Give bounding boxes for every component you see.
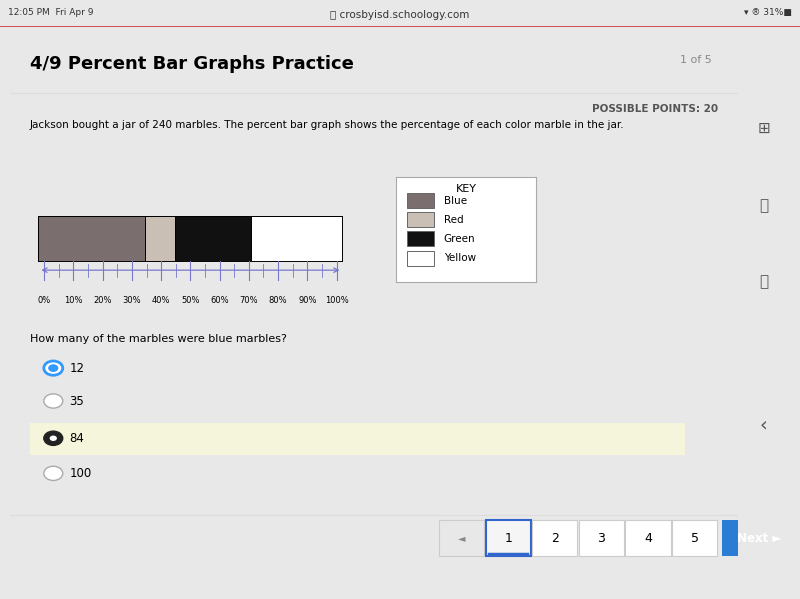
Bar bbox=[407, 251, 434, 266]
Text: Jackson bought a jar of 240 marbles. The percent bar graph shows the percentage : Jackson bought a jar of 240 marbles. The… bbox=[30, 120, 625, 131]
Bar bbox=[532, 521, 578, 556]
Text: 80%: 80% bbox=[269, 296, 287, 305]
Text: ⤢: ⤢ bbox=[759, 274, 768, 289]
Text: 5: 5 bbox=[690, 532, 698, 545]
Text: 20%: 20% bbox=[94, 296, 112, 305]
Bar bbox=[175, 216, 251, 261]
Bar bbox=[439, 521, 484, 556]
Text: 0%: 0% bbox=[38, 296, 51, 305]
Text: 84: 84 bbox=[70, 432, 84, 445]
Bar bbox=[30, 423, 685, 455]
Text: 3: 3 bbox=[598, 532, 606, 545]
Text: POSSIBLE POINTS: 20: POSSIBLE POINTS: 20 bbox=[592, 104, 718, 114]
Text: 1 of 5: 1 of 5 bbox=[680, 55, 712, 65]
Text: 10%: 10% bbox=[64, 296, 82, 305]
Bar bbox=[722, 521, 797, 556]
Text: 4: 4 bbox=[644, 532, 652, 545]
Circle shape bbox=[44, 431, 62, 446]
Text: 90%: 90% bbox=[298, 296, 317, 305]
Text: ‹: ‹ bbox=[760, 415, 767, 434]
Bar bbox=[145, 216, 175, 261]
Text: 30%: 30% bbox=[122, 296, 142, 305]
Circle shape bbox=[48, 364, 58, 372]
Text: Next ►: Next ► bbox=[738, 532, 782, 545]
Bar bbox=[38, 216, 145, 261]
Bar bbox=[672, 521, 718, 556]
Bar bbox=[579, 521, 624, 556]
Text: ◄: ◄ bbox=[458, 533, 466, 543]
Bar bbox=[251, 216, 342, 261]
Text: 1: 1 bbox=[504, 532, 512, 545]
Text: ▾ ® 31%■: ▾ ® 31%■ bbox=[744, 8, 792, 17]
Text: ⓘ: ⓘ bbox=[759, 198, 768, 213]
Text: Blue: Blue bbox=[443, 196, 466, 206]
Bar bbox=[407, 231, 434, 246]
Text: 12:05 PM  Fri Apr 9: 12:05 PM Fri Apr 9 bbox=[8, 8, 94, 17]
Text: How many of the marbles were blue marbles?: How many of the marbles were blue marble… bbox=[30, 334, 287, 344]
Text: KEY: KEY bbox=[455, 184, 477, 194]
Bar bbox=[407, 212, 434, 227]
Text: 40%: 40% bbox=[152, 296, 170, 305]
Text: 60%: 60% bbox=[210, 296, 229, 305]
Text: ⊞: ⊞ bbox=[758, 121, 770, 136]
Text: 70%: 70% bbox=[239, 296, 258, 305]
Circle shape bbox=[50, 435, 57, 441]
Text: 🔒 crosbyisd.schoology.com: 🔒 crosbyisd.schoology.com bbox=[330, 10, 470, 20]
Text: 35: 35 bbox=[70, 395, 84, 407]
Circle shape bbox=[44, 466, 62, 480]
Bar bbox=[486, 521, 531, 556]
Text: 100%: 100% bbox=[325, 296, 349, 305]
Text: 50%: 50% bbox=[181, 296, 200, 305]
Text: 4/9 Percent Bar Graphs Practice: 4/9 Percent Bar Graphs Practice bbox=[30, 55, 354, 72]
Text: Green: Green bbox=[443, 234, 475, 244]
Text: Yellow: Yellow bbox=[443, 253, 476, 264]
Text: 2: 2 bbox=[551, 532, 559, 545]
Circle shape bbox=[44, 361, 62, 375]
Text: 100: 100 bbox=[70, 467, 91, 480]
Bar bbox=[407, 193, 434, 208]
Bar bbox=[626, 521, 670, 556]
Text: 12: 12 bbox=[70, 362, 84, 374]
Text: Red: Red bbox=[443, 214, 463, 225]
Circle shape bbox=[44, 394, 62, 408]
